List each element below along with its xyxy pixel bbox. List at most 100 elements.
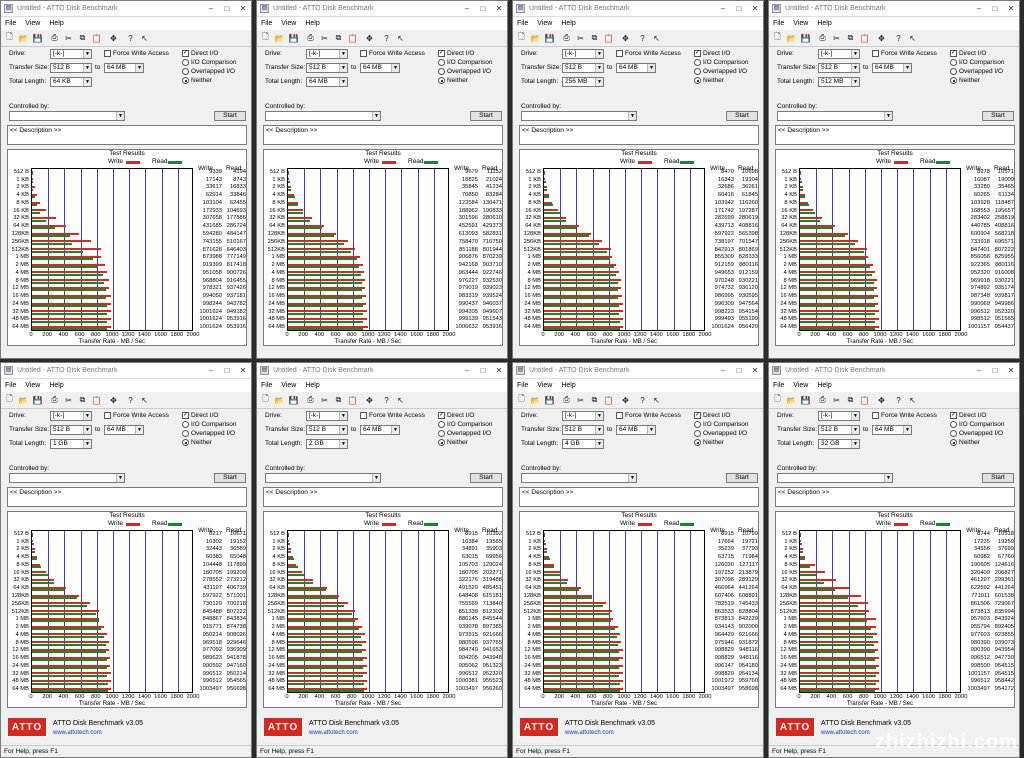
new-file-icon[interactable]: 🗋	[6, 394, 13, 403]
neither-radio[interactable]	[182, 77, 189, 84]
force-write-checkbox[interactable]	[360, 412, 367, 419]
overlapped-io-radio[interactable]	[950, 68, 957, 75]
print-icon[interactable]: ⎙	[563, 395, 570, 404]
io-comparison-radio[interactable]	[438, 421, 445, 428]
new-file-icon[interactable]: 🗋	[774, 394, 781, 403]
save-icon[interactable]: 💾	[32, 395, 43, 405]
controlled-by-select[interactable]: ▼	[9, 111, 125, 121]
total-length-select[interactable]: 64 KB ▼	[50, 77, 92, 87]
menu-item-view[interactable]: View	[25, 20, 41, 27]
io-comparison-radio[interactable]	[438, 59, 445, 66]
save-icon[interactable]: 💾	[288, 33, 299, 43]
paste-icon[interactable]: 📋	[859, 33, 870, 43]
description-box[interactable]: << Description >>	[519, 125, 759, 145]
menu-item-view[interactable]: View	[793, 382, 809, 389]
open-folder-icon[interactable]: 📂	[274, 395, 285, 405]
close-icon[interactable]: ✕	[239, 366, 247, 375]
total-length-select[interactable]: 1 GB ▼	[50, 439, 92, 449]
move-icon[interactable]: ✥	[878, 33, 885, 43]
drive-select[interactable]: [-k-] ▼	[306, 411, 348, 421]
move-icon[interactable]: ✥	[622, 395, 629, 405]
maximize-icon[interactable]: □	[992, 4, 998, 13]
paste-icon[interactable]: 📋	[91, 395, 102, 405]
start-button[interactable]: Start	[726, 111, 758, 121]
menu-item-help[interactable]: Help	[305, 20, 320, 27]
controlled-by-select[interactable]: ▼	[9, 473, 125, 483]
transfer-to-select[interactable]: 64 MB ▼	[360, 63, 400, 73]
force-write-checkbox[interactable]	[104, 50, 111, 57]
save-icon[interactable]: 💾	[544, 33, 555, 43]
minimize-icon[interactable]: –	[720, 4, 726, 13]
drive-select[interactable]: [-k-] ▼	[562, 411, 604, 421]
overlapped-io-radio[interactable]	[182, 68, 189, 75]
transfer-to-select[interactable]: 64 MB ▼	[104, 425, 144, 435]
transfer-to-select[interactable]: 64 MB ▼	[872, 63, 912, 73]
menu-item-view[interactable]: View	[793, 20, 809, 27]
maximize-icon[interactable]: □	[992, 366, 998, 375]
transfer-to-select[interactable]: 64 MB ▼	[104, 63, 144, 73]
about-icon[interactable]: ?	[640, 33, 645, 43]
menu-item-file[interactable]: File	[5, 382, 17, 389]
minimize-icon[interactable]: –	[976, 366, 982, 375]
maximize-icon[interactable]: □	[480, 366, 486, 375]
total-length-select[interactable]: 512 MB ▼	[818, 77, 860, 87]
open-folder-icon[interactable]: 📂	[786, 395, 797, 405]
help-pointer-icon[interactable]: ↖	[397, 395, 404, 405]
print-icon[interactable]: ⎙	[563, 33, 570, 42]
direct-io-checkbox[interactable]: ✓	[182, 50, 189, 57]
menu-item-help[interactable]: Help	[817, 20, 832, 27]
open-folder-icon[interactable]: 📂	[530, 33, 541, 43]
transfer-from-select[interactable]: 512 B ▼	[562, 63, 604, 73]
cut-icon[interactable]: ✂	[577, 33, 584, 43]
help-pointer-icon[interactable]: ↖	[909, 395, 916, 405]
direct-io-checkbox[interactable]: ✓	[950, 412, 957, 419]
io-comparison-radio[interactable]	[950, 421, 957, 428]
paste-icon[interactable]: 📋	[859, 395, 870, 405]
title-bar[interactable]: ▤ Untitled - ATTO Disk Benchmark – □ ✕	[1, 1, 251, 17]
description-box[interactable]: << Description >>	[519, 487, 759, 507]
new-file-icon[interactable]: 🗋	[262, 32, 269, 41]
transfer-from-select[interactable]: 512 B ▼	[818, 425, 860, 435]
paste-icon[interactable]: 📋	[347, 33, 358, 43]
menu-item-help[interactable]: Help	[305, 382, 320, 389]
menu-item-help[interactable]: Help	[49, 382, 64, 389]
print-icon[interactable]: ⎙	[51, 33, 58, 42]
neither-radio[interactable]	[438, 77, 445, 84]
minimize-icon[interactable]: –	[720, 366, 726, 375]
website-link[interactable]: www.attotech.com	[821, 730, 870, 736]
direct-io-checkbox[interactable]: ✓	[694, 412, 701, 419]
io-comparison-radio[interactable]	[950, 59, 957, 66]
minimize-icon[interactable]: –	[208, 4, 214, 13]
menu-item-file[interactable]: File	[517, 20, 529, 27]
maximize-icon[interactable]: □	[480, 4, 486, 13]
help-pointer-icon[interactable]: ↖	[141, 395, 148, 405]
menu-item-view[interactable]: View	[537, 382, 553, 389]
save-icon[interactable]: 💾	[32, 33, 43, 43]
force-write-checkbox[interactable]	[360, 50, 367, 57]
controlled-by-select[interactable]: ▼	[521, 111, 637, 121]
menu-item-file[interactable]: File	[773, 20, 785, 27]
move-icon[interactable]: ✥	[622, 33, 629, 43]
paste-icon[interactable]: 📋	[603, 33, 614, 43]
force-write-checkbox[interactable]	[616, 50, 623, 57]
start-button[interactable]: Start	[470, 111, 502, 121]
neither-radio[interactable]	[694, 439, 701, 446]
overlapped-io-radio[interactable]	[438, 430, 445, 437]
io-comparison-radio[interactable]	[182, 59, 189, 66]
overlapped-io-radio[interactable]	[950, 430, 957, 437]
save-icon[interactable]: 💾	[800, 33, 811, 43]
transfer-to-select[interactable]: 64 MB ▼	[616, 425, 656, 435]
maximize-icon[interactable]: □	[736, 4, 742, 13]
description-box[interactable]: << Description >>	[7, 125, 247, 145]
about-icon[interactable]: ?	[640, 395, 645, 405]
new-file-icon[interactable]: 🗋	[774, 32, 781, 41]
controlled-by-select[interactable]: ▼	[265, 473, 381, 483]
close-icon[interactable]: ✕	[495, 366, 503, 375]
menu-item-file[interactable]: File	[773, 382, 785, 389]
direct-io-checkbox[interactable]: ✓	[182, 412, 189, 419]
cut-icon[interactable]: ✂	[577, 395, 584, 405]
copy-icon[interactable]: ⧉	[591, 33, 598, 42]
menu-item-file[interactable]: File	[261, 382, 273, 389]
overlapped-io-radio[interactable]	[694, 68, 701, 75]
paste-icon[interactable]: 📋	[91, 33, 102, 43]
